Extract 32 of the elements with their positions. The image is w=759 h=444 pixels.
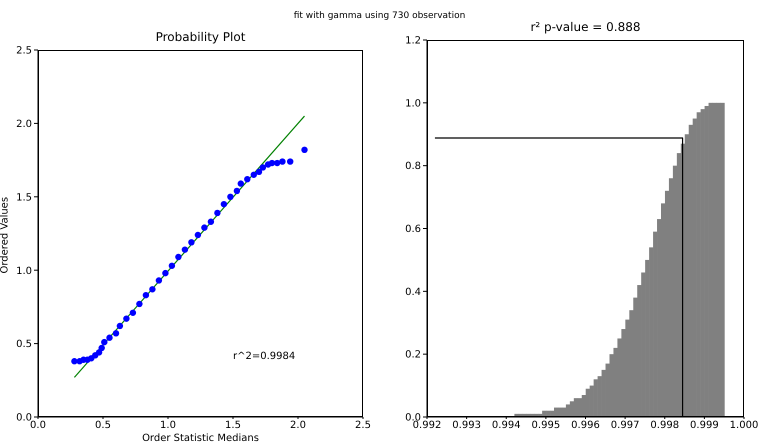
x-tick-label: 0.995 xyxy=(532,420,560,432)
y-tick-label: 1.0 xyxy=(405,98,421,110)
x-axis-title: Order Statistic Medians xyxy=(141,433,260,444)
y-tick-label: 0.2 xyxy=(405,350,421,361)
y-tick-label: 0.5 xyxy=(16,339,32,350)
y-tick-label: 1.2 xyxy=(405,36,421,47)
x-tick-label: 2.0 xyxy=(290,420,306,432)
y-tick-label: 1.0 xyxy=(16,266,32,277)
x-tick-label: 0.996 xyxy=(571,420,600,432)
y-axis-title: Ordered Values xyxy=(0,196,11,274)
y-tick-label: 2.5 xyxy=(16,46,32,57)
x-tick-label: 0.5 xyxy=(95,420,111,432)
y-tick-label: 0.0 xyxy=(16,412,32,424)
text: fit with gamma using 730 observation xyxy=(292,11,466,21)
x-tick-label: 0.0 xyxy=(30,420,46,432)
chart-title: Probability Plot xyxy=(154,30,246,44)
x-tick-label: 1.000 xyxy=(730,420,758,432)
x-tick-label: 0.993 xyxy=(452,420,481,432)
x-tick-label: 1.0 xyxy=(160,420,176,432)
y-tick-label: 2.0 xyxy=(16,118,32,130)
x-tick-label: 0.998 xyxy=(650,420,680,432)
x-tick-label: 0.999 xyxy=(690,420,719,432)
y-tick-label: 0.8 xyxy=(405,161,421,172)
x-tick-label: 2.5 xyxy=(355,420,371,432)
x-tick-label: 0.997 xyxy=(610,420,640,432)
y-tick-label: 0.4 xyxy=(405,286,421,298)
annotation: r^2=0.9984 xyxy=(233,350,296,362)
y-tick-label: 0.6 xyxy=(405,224,421,236)
x-tick-label: 0.994 xyxy=(492,420,521,432)
x-tick-label: 1.5 xyxy=(225,420,241,432)
y-tick-label: 1.5 xyxy=(16,192,32,204)
chart-title: r² p-value = 0.888 xyxy=(530,20,642,34)
